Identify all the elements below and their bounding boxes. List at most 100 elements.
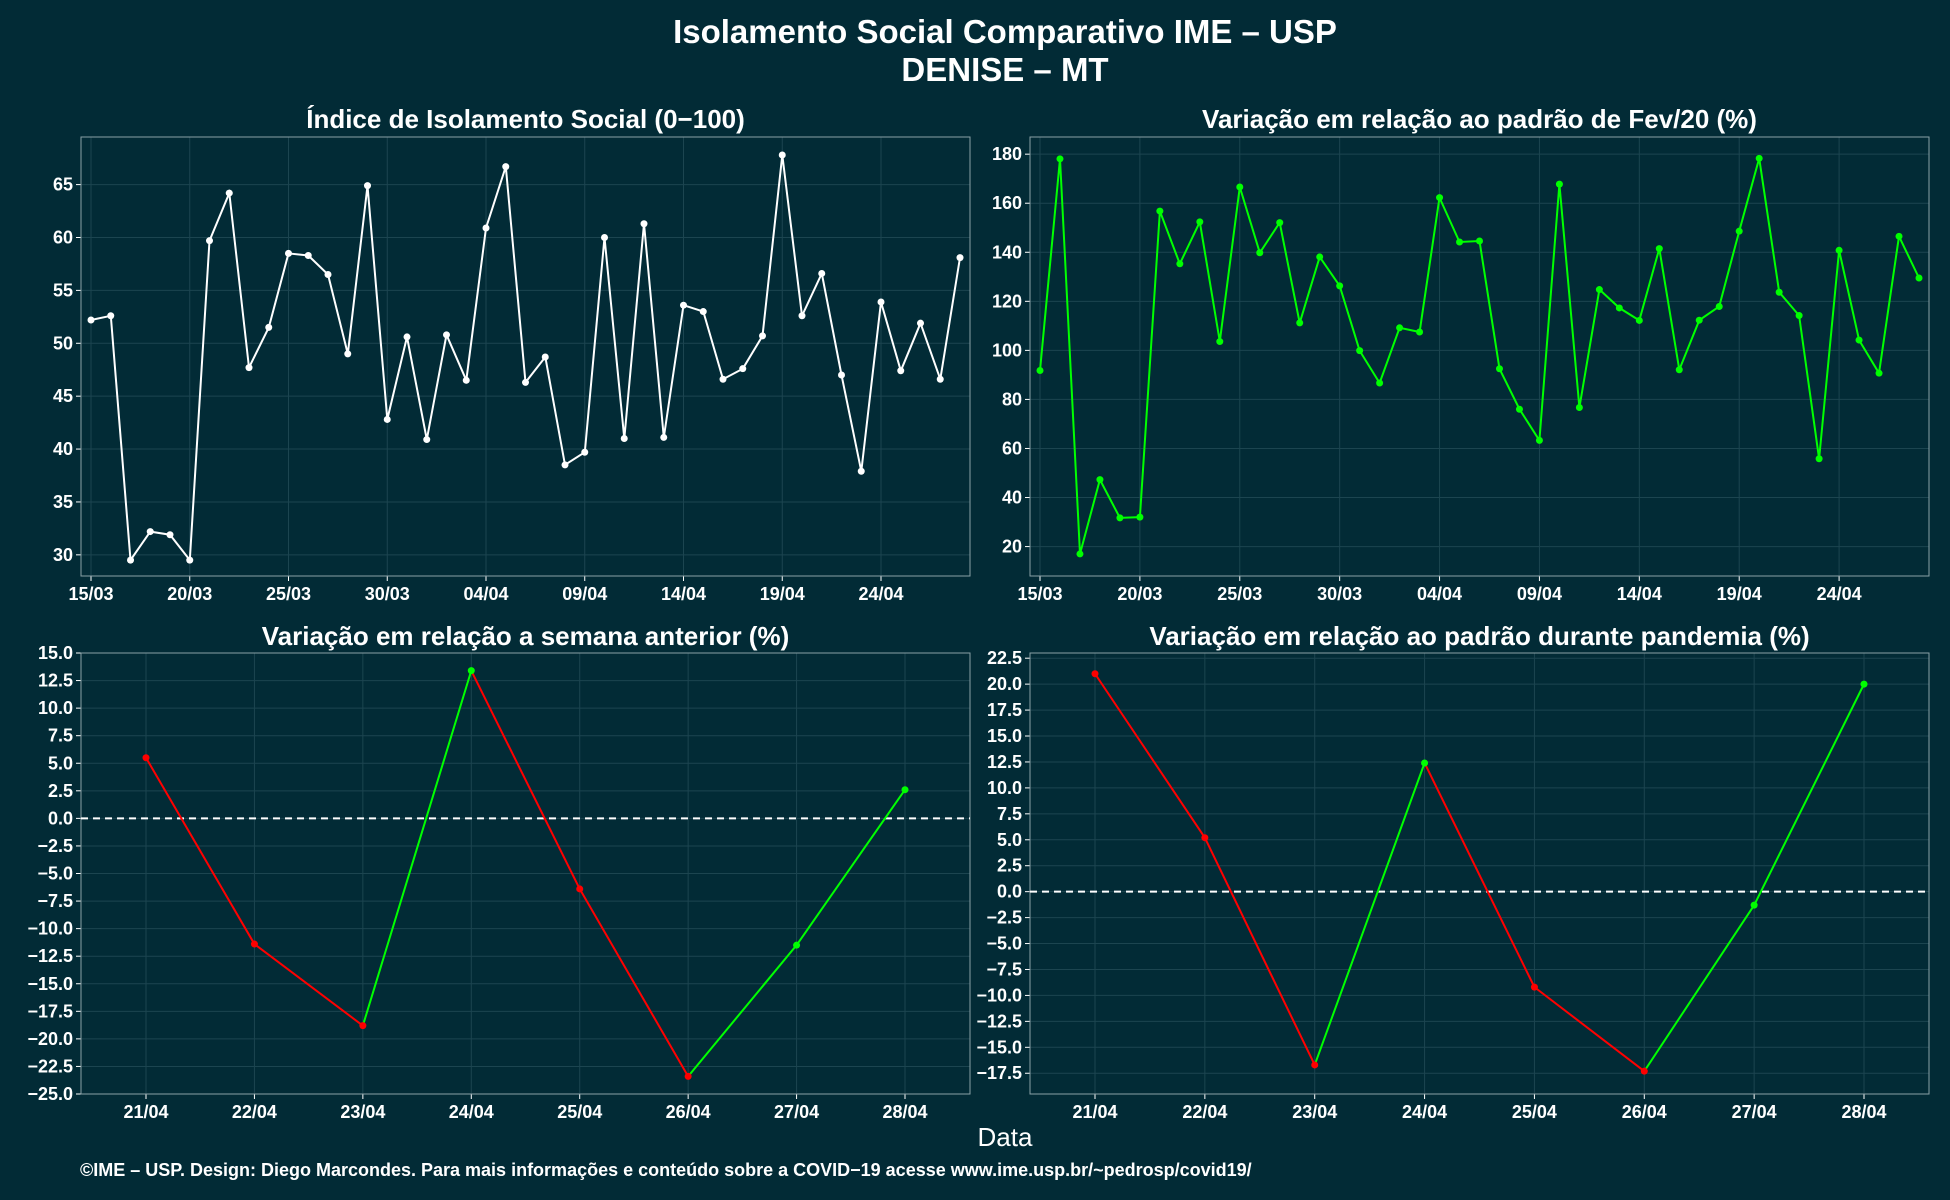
y-tick-label: −12.5 [976, 1011, 1022, 1031]
x-tick-label: 25/03 [1217, 584, 1262, 604]
y-tick-label: −20.0 [27, 1029, 73, 1049]
data-point [620, 434, 628, 442]
data-point [818, 269, 826, 277]
data-point [660, 433, 668, 441]
data-point [917, 319, 924, 327]
data-point [142, 754, 150, 762]
data-point [936, 375, 944, 383]
data-point [1176, 260, 1184, 268]
data-point [482, 224, 490, 232]
series-segment [795, 789, 906, 946]
data-point [1076, 550, 1084, 558]
data-point [1296, 319, 1304, 327]
data-point [166, 531, 174, 539]
data-point [739, 365, 747, 373]
y-tick-label: 60 [53, 227, 73, 247]
data-point [1535, 436, 1543, 444]
y-tick-label: −7.5 [37, 891, 73, 911]
x-tick-label: 23/04 [1292, 1102, 1337, 1122]
y-tick-label: −12.5 [27, 946, 73, 966]
data-point [1495, 365, 1503, 373]
data-point [1635, 316, 1643, 324]
data-point [1855, 336, 1863, 344]
y-tick-label: −25.0 [27, 1084, 73, 1104]
data-point [462, 376, 470, 384]
data-point [1436, 194, 1444, 202]
data-point [956, 254, 964, 262]
data-point [443, 331, 450, 339]
data-point [1216, 338, 1224, 346]
y-tick-label: 5.0 [48, 753, 73, 773]
panel-4: Variação em relação ao padrão durante pa… [976, 621, 1930, 1122]
data-point [541, 353, 549, 361]
data-point [359, 1022, 367, 1030]
data-point [127, 556, 134, 564]
data-point [324, 271, 332, 279]
data-point [1356, 347, 1364, 355]
data-point [1056, 155, 1064, 163]
data-point [1116, 514, 1124, 522]
y-tick-label: 15.0 [987, 726, 1022, 746]
data-point [684, 1072, 692, 1080]
x-tick-label: 25/03 [266, 584, 311, 604]
series-segment [1643, 904, 1755, 1072]
x-tick-label: 23/04 [340, 1102, 385, 1122]
data-point [250, 940, 258, 948]
data-point [364, 182, 371, 190]
x-tick-label: 24/04 [1402, 1102, 1447, 1122]
data-point [245, 364, 253, 372]
x-tick-label: 19/04 [1717, 584, 1762, 604]
data-point [680, 301, 687, 309]
x-tick-label: 28/04 [882, 1102, 927, 1122]
data-point [1755, 154, 1763, 162]
data-point [759, 332, 766, 340]
data-point [561, 461, 569, 469]
data-point [1715, 302, 1723, 310]
y-tick-label: 35 [53, 492, 73, 512]
data-point [87, 316, 95, 324]
data-point [1156, 207, 1164, 215]
plot-frame [1029, 136, 1930, 577]
data-point [1860, 680, 1868, 688]
plot-frame [80, 136, 971, 577]
x-tick-label: 04/04 [463, 584, 508, 604]
y-tick-label: −2.5 [986, 908, 1022, 928]
data-point [798, 312, 806, 320]
x-tick-label: 26/04 [666, 1102, 711, 1122]
data-point [1236, 183, 1244, 191]
x-tick-label: 25/04 [1512, 1102, 1557, 1122]
y-tick-label: 7.5 [997, 804, 1022, 824]
x-tick-label: 09/04 [1517, 584, 1562, 604]
data-point [719, 375, 727, 383]
x-tick-label: 26/04 [1622, 1102, 1667, 1122]
y-tick-label: 20 [1002, 537, 1022, 557]
series-segment [687, 944, 798, 1077]
panel-4-title: Variação em relação ao padrão durante pa… [1149, 621, 1809, 651]
data-point [1775, 288, 1783, 296]
data-point [1201, 834, 1209, 842]
y-tick-label: 100 [992, 340, 1022, 360]
y-tick-label: 50 [53, 333, 73, 353]
data-point [1421, 759, 1429, 767]
x-tick-label: 20/03 [1117, 584, 1162, 604]
data-point [383, 415, 391, 423]
y-tick-label: 15.0 [38, 643, 73, 663]
data-point [793, 941, 801, 949]
x-tick-label: 27/04 [774, 1102, 819, 1122]
y-tick-label: −7.5 [986, 959, 1022, 979]
data-point [1815, 455, 1823, 463]
series-segment [1533, 986, 1645, 1072]
y-tick-label: −10.0 [27, 919, 73, 939]
x-tick-label: 20/03 [167, 584, 212, 604]
y-tick-label: 2.5 [997, 856, 1022, 876]
data-point [403, 333, 411, 341]
x-tick-label: 15/03 [1017, 584, 1062, 604]
panel-3-title: Variação em relação a semana anterior (%… [262, 621, 790, 651]
y-tick-label: 45 [53, 386, 73, 406]
x-tick-label: 09/04 [562, 584, 607, 604]
data-point [107, 312, 115, 320]
data-point [1376, 379, 1384, 387]
plot-frame [80, 652, 971, 1095]
data-point [1476, 237, 1483, 245]
data-point [1835, 246, 1843, 254]
